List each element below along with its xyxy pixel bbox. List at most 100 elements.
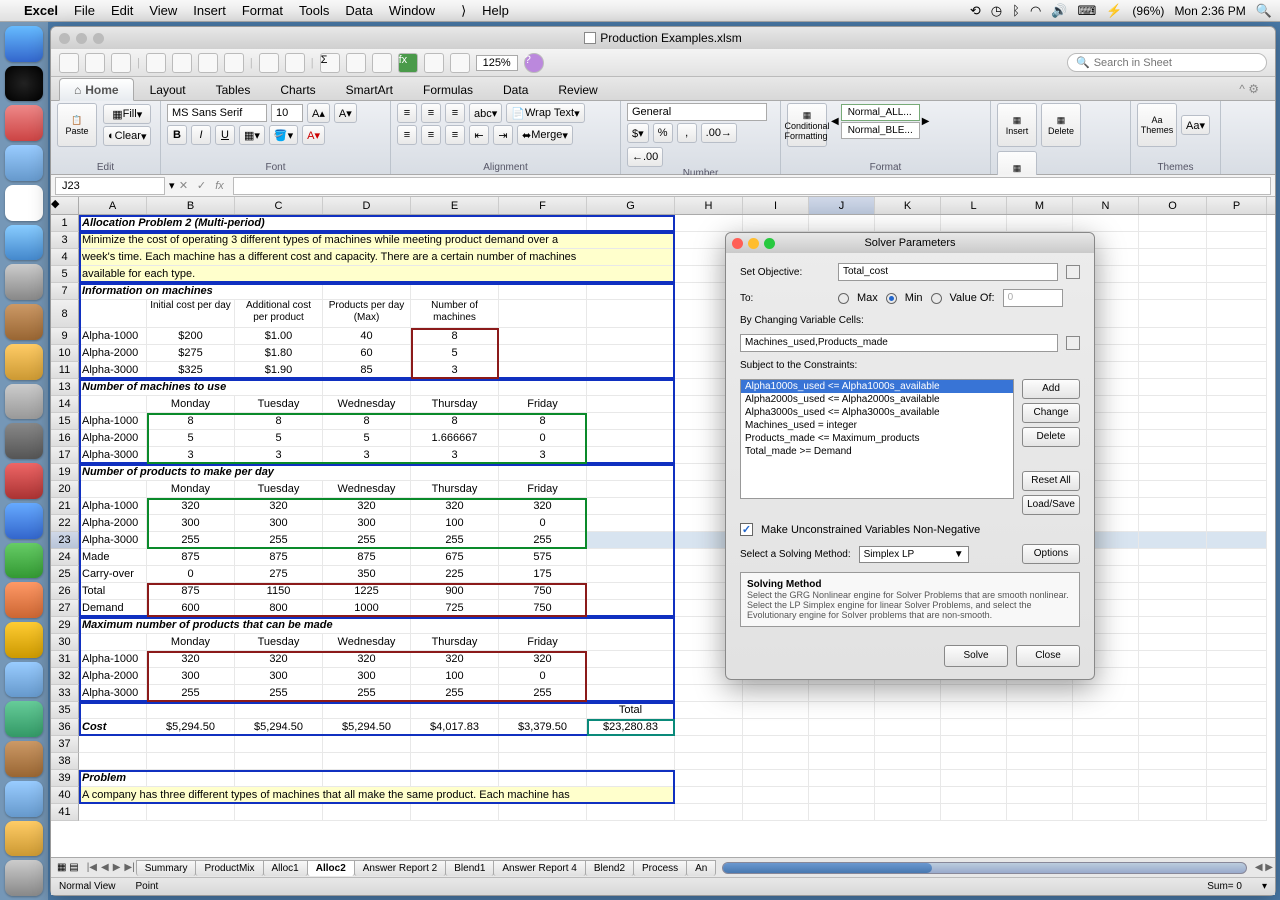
sheet-tab[interactable]: ProductMix xyxy=(195,860,263,876)
cell[interactable] xyxy=(675,736,743,753)
cell[interactable] xyxy=(1073,753,1139,770)
menu-file[interactable]: File xyxy=(74,3,95,18)
cell[interactable] xyxy=(1207,345,1267,362)
fill-color-button[interactable]: 🪣▾ xyxy=(269,125,298,145)
cell[interactable]: available for each type. xyxy=(79,266,675,283)
cell[interactable] xyxy=(587,498,675,515)
cell[interactable] xyxy=(587,300,675,328)
cell[interactable]: Products per day (Max) xyxy=(323,300,411,328)
row-header[interactable]: 17 xyxy=(51,447,79,464)
sheet-tab[interactable]: Process xyxy=(633,860,687,876)
delete-cells-button[interactable]: ▦Delete xyxy=(1041,103,1081,147)
cell[interactable] xyxy=(743,753,809,770)
cell[interactable] xyxy=(147,804,235,821)
cell[interactable]: 8 xyxy=(235,413,323,430)
cell[interactable]: 255 xyxy=(323,532,411,549)
cell[interactable] xyxy=(323,770,411,787)
cell[interactable]: Thursday xyxy=(411,396,499,413)
cell[interactable] xyxy=(587,515,675,532)
variable-cells-input[interactable]: Machines_used,Products_made xyxy=(740,334,1058,352)
cell[interactable] xyxy=(1207,232,1267,249)
cell[interactable] xyxy=(411,804,499,821)
cell[interactable]: 300 xyxy=(323,668,411,685)
cell[interactable] xyxy=(1139,617,1207,634)
cell[interactable] xyxy=(1207,634,1267,651)
cell[interactable] xyxy=(323,753,411,770)
orientation-button[interactable]: abc▾ xyxy=(469,103,502,123)
row-header[interactable]: 37 xyxy=(51,736,79,753)
cell[interactable] xyxy=(147,753,235,770)
cell[interactable]: 875 xyxy=(147,583,235,600)
cell[interactable] xyxy=(941,702,1007,719)
cell[interactable]: 750 xyxy=(499,583,587,600)
close-icon[interactable] xyxy=(59,33,70,44)
cell[interactable]: 100 xyxy=(411,515,499,532)
cell[interactable] xyxy=(675,215,743,232)
cell[interactable] xyxy=(1139,300,1207,328)
cell[interactable] xyxy=(1207,719,1267,736)
objective-input[interactable]: Total_cost xyxy=(838,263,1058,281)
bluetooth-icon[interactable]: ᛒ xyxy=(1012,3,1020,18)
cell[interactable]: $5,294.50 xyxy=(235,719,323,736)
cell[interactable]: 60 xyxy=(323,345,411,362)
cell[interactable]: Alpha-2000 xyxy=(79,345,147,362)
qat-btn[interactable] xyxy=(85,53,105,73)
cell[interactable] xyxy=(1073,685,1139,702)
cell[interactable] xyxy=(1007,736,1073,753)
cell[interactable]: 320 xyxy=(323,651,411,668)
qat-fx-icon[interactable]: fx xyxy=(398,53,418,73)
cell[interactable] xyxy=(587,753,675,770)
solving-method-select[interactable]: Simplex LP▼ xyxy=(859,546,969,563)
dock-trash-icon[interactable] xyxy=(5,860,43,896)
cell[interactable] xyxy=(79,634,147,651)
row-header[interactable]: 14 xyxy=(51,396,79,413)
row-header[interactable]: 32 xyxy=(51,668,79,685)
cell[interactable]: Total xyxy=(79,583,147,600)
qat-autosum-icon[interactable]: Σ xyxy=(320,53,340,73)
cell[interactable]: 800 xyxy=(235,600,323,617)
column-header[interactable]: D xyxy=(323,197,411,214)
cell[interactable] xyxy=(743,719,809,736)
formula-input[interactable] xyxy=(233,177,1271,195)
style-nav-right-icon[interactable]: ▶ xyxy=(922,116,930,127)
cell[interactable] xyxy=(587,566,675,583)
column-header[interactable]: K xyxy=(875,197,941,214)
number-format[interactable]: General xyxy=(627,103,767,121)
cell[interactable]: $1.00 xyxy=(235,328,323,345)
lang-icon[interactable]: ⌨ xyxy=(1077,3,1096,19)
cell[interactable]: Alpha-3000 xyxy=(79,447,147,464)
cell[interactable] xyxy=(587,215,675,232)
cell[interactable] xyxy=(235,804,323,821)
shrink-font-icon[interactable]: A▾ xyxy=(334,103,357,123)
sheet-tab[interactable]: Summary xyxy=(136,860,197,876)
cell[interactable]: 320 xyxy=(499,498,587,515)
cell[interactable]: 3 xyxy=(411,447,499,464)
bold-button[interactable]: B xyxy=(167,125,187,145)
sheet-tab[interactable]: An xyxy=(686,860,716,876)
radio-valueof-label[interactable]: Value Of: xyxy=(950,292,995,304)
cell[interactable]: Carry-over xyxy=(79,566,147,583)
cell[interactable]: Alpha-3000 xyxy=(79,362,147,379)
select-all-corner[interactable]: ◆ xyxy=(51,197,79,214)
cell[interactable] xyxy=(875,770,941,787)
column-header[interactable]: M xyxy=(1007,197,1073,214)
cell[interactable]: 320 xyxy=(411,498,499,515)
cell[interactable] xyxy=(1007,770,1073,787)
sheet-tab[interactable]: Answer Report 2 xyxy=(354,860,446,876)
tab-layout[interactable]: Layout xyxy=(136,79,200,100)
font-color-button[interactable]: A▾ xyxy=(302,125,325,145)
cell[interactable]: 255 xyxy=(235,685,323,702)
cell[interactable]: Tuesday xyxy=(235,481,323,498)
cell[interactable] xyxy=(499,300,587,328)
cell[interactable] xyxy=(499,770,587,787)
cell[interactable] xyxy=(587,651,675,668)
cell[interactable]: 3 xyxy=(411,362,499,379)
search-sheet[interactable]: 🔍 xyxy=(1067,53,1267,72)
cell[interactable]: Friday xyxy=(499,634,587,651)
minimize-icon[interactable] xyxy=(76,33,87,44)
load-save-button[interactable]: Load/Save xyxy=(1022,495,1080,515)
cell[interactable]: Alpha-1000 xyxy=(79,328,147,345)
cell[interactable] xyxy=(411,753,499,770)
cell[interactable]: 3 xyxy=(235,447,323,464)
dock-app-icon[interactable] xyxy=(5,662,43,698)
